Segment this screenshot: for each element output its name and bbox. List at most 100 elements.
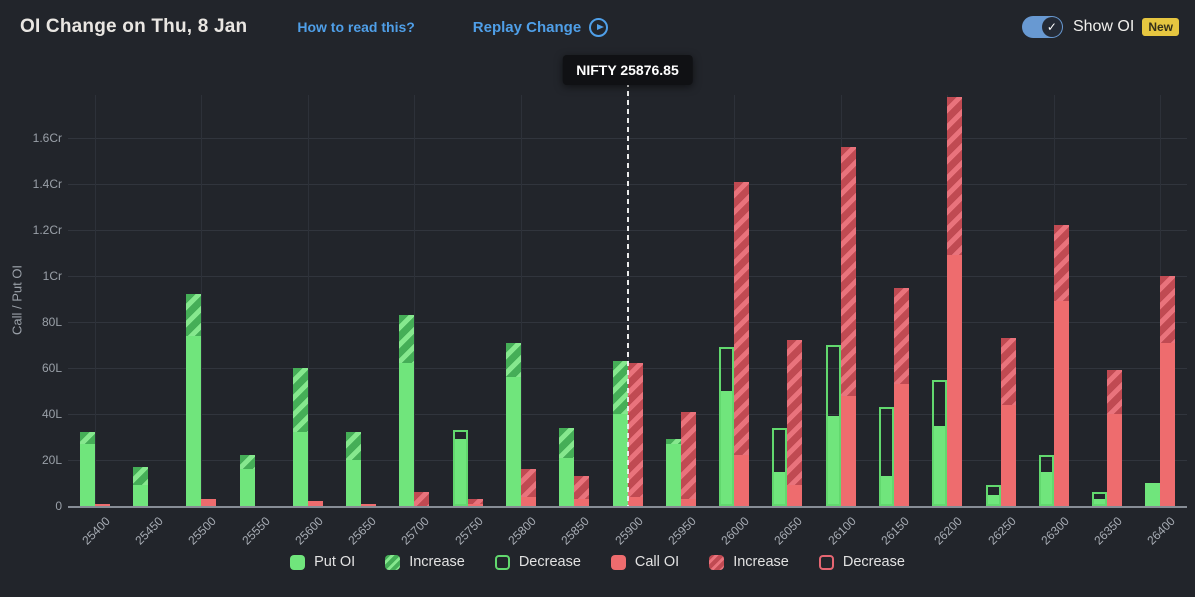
call-oi-bar-26000[interactable] — [734, 181, 750, 506]
legend-swatch-call-dec — [818, 554, 834, 570]
put-oi-increase-hatch — [239, 455, 255, 470]
legend-swatch-put — [290, 554, 306, 570]
call-oi-bar-25600[interactable] — [307, 501, 323, 506]
put-oi-current-fill — [1094, 499, 1106, 504]
call-oi-increase-hatch — [893, 287, 909, 385]
call-oi-bar-26100[interactable] — [840, 147, 856, 506]
put-oi-bar-25750[interactable] — [452, 430, 468, 506]
show-oi-label: Show OI — [1072, 18, 1135, 35]
show-oi-toggle[interactable]: ✓ — [1021, 16, 1063, 38]
put-oi-bar-25600[interactable] — [292, 368, 308, 506]
call-oi-bar-25900[interactable] — [627, 363, 643, 506]
x-tick-label: 25750 — [452, 514, 486, 548]
put-oi-increase-hatch — [186, 294, 202, 336]
put-oi-increase-hatch — [132, 466, 148, 486]
put-oi-bar-25550[interactable] — [239, 455, 255, 506]
y-tick-label: 40L — [41, 407, 62, 421]
v-gridline — [307, 95, 309, 506]
y-tick-label: 1.2Cr — [32, 223, 62, 237]
call-oi-bar-25500[interactable] — [201, 499, 217, 506]
put-oi-current-fill — [454, 439, 466, 504]
x-tick-label: 25650 — [345, 514, 379, 548]
legend-item-put-dec[interactable]: Decrease — [494, 554, 581, 570]
y-tick-label: 1.6Cr — [32, 131, 62, 145]
put-oi-bar-25850[interactable] — [559, 427, 575, 506]
x-tick-label: 25900 — [611, 514, 646, 548]
put-oi-bar-26150[interactable] — [878, 407, 894, 506]
put-oi-bar-25450[interactable] — [132, 466, 148, 506]
call-oi-bar-25650[interactable] — [361, 503, 377, 506]
call-oi-bar-25400[interactable] — [94, 503, 110, 506]
legend-label: Call OI — [634, 554, 680, 570]
put-oi-increase-hatch — [292, 368, 308, 433]
put-oi-bar-26100[interactable] — [825, 345, 841, 506]
put-oi-bar-25400[interactable] — [79, 432, 95, 506]
put-oi-current-fill — [1040, 471, 1052, 504]
legend-item-call-inc[interactable]: Increase — [709, 554, 789, 570]
call-oi-bar-25750[interactable] — [467, 499, 483, 506]
x-tick-label: 26200 — [931, 514, 966, 548]
x-tick-label: 26050 — [771, 514, 806, 548]
call-oi-bar-26400[interactable] — [1160, 276, 1176, 506]
call-oi-increase-hatch — [734, 181, 750, 456]
call-oi-bar-25850[interactable] — [574, 476, 590, 506]
put-oi-bar-26000[interactable] — [719, 347, 735, 506]
legend-item-put[interactable]: Put OI — [290, 554, 355, 570]
legend-label: Put OI — [314, 554, 356, 570]
replay-change-button[interactable]: Replay Change — [473, 17, 609, 37]
new-badge: New — [1142, 18, 1179, 36]
call-oi-bar-26300[interactable] — [1053, 225, 1069, 506]
call-oi-increase-hatch — [574, 476, 590, 500]
call-oi-increase-hatch — [627, 363, 643, 497]
put-oi-bar-26050[interactable] — [772, 427, 788, 506]
how-to-read-link[interactable]: How to read this? — [297, 19, 415, 35]
put-oi-bar-25500[interactable] — [186, 294, 202, 506]
call-oi-increase-hatch — [520, 469, 536, 497]
put-oi-bar-25950[interactable] — [665, 439, 681, 506]
chart-plot-area — [68, 95, 1187, 506]
x-tick-label: 26400 — [1144, 514, 1179, 548]
legend-item-call-dec[interactable]: Decrease — [818, 554, 905, 570]
legend-swatch-put-inc — [385, 554, 401, 570]
play-icon[interactable] — [589, 17, 609, 37]
x-tick-label: 25700 — [398, 514, 433, 548]
put-oi-bar-26300[interactable] — [1038, 455, 1054, 506]
put-oi-bar-26200[interactable] — [932, 379, 948, 506]
v-gridline — [414, 95, 416, 506]
put-oi-bar-26250[interactable] — [985, 485, 1001, 506]
put-oi-increase-hatch — [346, 432, 362, 460]
put-oi-bar-25900[interactable] — [612, 361, 628, 506]
put-oi-bar-26350[interactable] — [1092, 492, 1108, 506]
put-oi-bar-25700[interactable] — [399, 315, 415, 506]
x-tick-label: 26000 — [718, 514, 752, 548]
chart-legend: Put OI Increase Decrease Call OI Increase Dec… — [0, 554, 1195, 570]
call-oi-bar-25700[interactable] — [414, 492, 430, 506]
call-oi-bar-26350[interactable] — [1107, 370, 1123, 506]
header: OI Change on Thu, 8 Jan How to read this… — [0, 0, 1195, 54]
legend-label: Decrease — [842, 554, 905, 570]
call-oi-bar-26200[interactable] — [947, 96, 963, 506]
call-oi-increase-hatch — [947, 96, 963, 256]
x-tick-label: 26300 — [1038, 514, 1072, 548]
call-oi-bar-25800[interactable] — [520, 469, 536, 506]
put-oi-increase-hatch — [505, 342, 521, 378]
call-oi-increase-hatch — [840, 147, 856, 396]
toggle-check-icon: ✓ — [1041, 17, 1062, 37]
call-oi-increase-hatch — [680, 411, 696, 500]
legend-label: Increase — [733, 554, 789, 570]
put-oi-bar-26400[interactable] — [1145, 483, 1161, 506]
put-oi-current-fill — [987, 494, 999, 504]
call-oi-increase-hatch — [414, 492, 430, 506]
put-oi-current-fill — [827, 416, 839, 504]
spot-price-line — [626, 82, 629, 506]
put-oi-bar-25800[interactable] — [505, 342, 521, 506]
call-oi-bar-25950[interactable] — [680, 411, 696, 506]
call-oi-bar-26050[interactable] — [787, 340, 803, 506]
legend-swatch-call-inc — [709, 554, 725, 570]
x-tick-label: 25800 — [505, 514, 539, 548]
call-oi-bar-26250[interactable] — [1000, 338, 1016, 506]
call-oi-bar-26150[interactable] — [893, 287, 909, 506]
legend-item-call[interactable]: Call OI — [610, 554, 680, 570]
put-oi-bar-25650[interactable] — [346, 432, 362, 506]
legend-item-put-inc[interactable]: Increase — [385, 554, 465, 570]
